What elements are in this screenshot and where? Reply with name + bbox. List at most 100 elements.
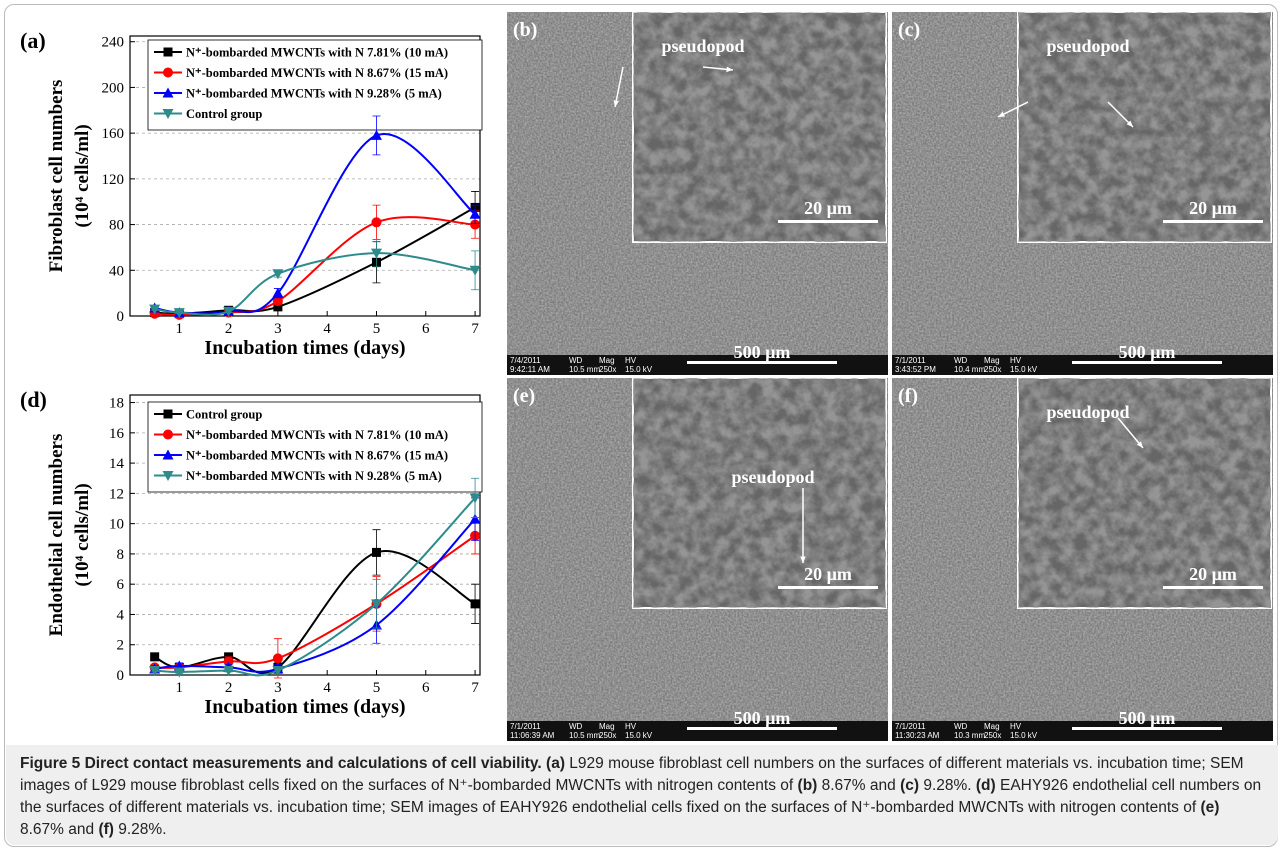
marker: [223, 665, 235, 676]
x-tick-label: 7: [471, 680, 479, 696]
arrow: [1117, 417, 1144, 449]
info-text: 11:30:23 AM: [895, 731, 940, 740]
series-line: [154, 534, 476, 669]
panel-label: (d): [20, 387, 47, 412]
y-axis-label: (10⁴ cells/ml): [72, 124, 93, 227]
marker: [371, 217, 382, 228]
marker: [149, 304, 161, 315]
scale-label: 500 µm: [1119, 342, 1176, 362]
x-tick-label: 2: [225, 680, 233, 696]
caption-text: 8.67% and: [817, 777, 901, 794]
arrow: [614, 66, 624, 108]
marker: [163, 67, 173, 78]
marker: [272, 287, 284, 298]
marker: [223, 306, 235, 317]
marker: [273, 302, 283, 312]
legend-box: [147, 401, 483, 493]
scale-bar: [687, 361, 837, 364]
inset-scale-label: 20 µm: [804, 564, 852, 584]
marker: [272, 665, 284, 676]
info-text: WD: [954, 722, 968, 731]
plot-frame: [129, 35, 481, 317]
legend-box: [147, 39, 483, 131]
panel-label: (a): [20, 28, 46, 53]
info-text: 3:43:52 PM: [895, 365, 936, 374]
inset-scale-bar: [778, 586, 878, 589]
caption-text: 8.67% and: [20, 821, 99, 838]
info-text: WD: [569, 722, 583, 731]
marker: [163, 429, 173, 440]
marker: [469, 265, 481, 276]
info-text: WD: [954, 356, 968, 365]
y-tick-label: 8: [117, 547, 125, 563]
info-text: 15.0 kV: [1010, 731, 1038, 740]
marker: [470, 219, 481, 230]
marker: [272, 269, 284, 280]
info-text: 10.5 mm: [569, 365, 600, 374]
info-text: 9:42:11 AM: [510, 365, 550, 374]
pseudopod-label: pseudopod: [1046, 402, 1129, 422]
x-axis-label: Incubation times (days): [204, 696, 405, 718]
legend-label: N⁺-bombarded MWCNTs with N 7.81% (10 mA): [186, 428, 448, 442]
x-tick-label: 5: [373, 680, 381, 696]
y-axis-label: (10⁴ cells/ml): [72, 483, 93, 586]
legend-label: N⁺-bombarded MWCNTs with N 7.81% (10 mA): [186, 46, 448, 60]
scale-label: 500 µm: [734, 708, 791, 728]
info-text: 7/1/2011: [895, 356, 926, 365]
marker: [150, 652, 160, 662]
x-tick-label: 1: [176, 321, 184, 337]
caption-text: (e): [1200, 799, 1220, 816]
info-text: 7/1/2011: [510, 722, 541, 731]
info-text: 15.0 kV: [1010, 365, 1038, 374]
y-tick-label: 40: [109, 263, 124, 279]
x-axis-label: Incubation times (days): [204, 337, 405, 359]
scale-bar: [687, 727, 837, 730]
pseudopod-label: pseudopod: [1046, 36, 1129, 56]
marker: [162, 109, 174, 119]
y-axis-label: Fibroblast cell numbers: [46, 80, 67, 273]
y-tick-label: 80: [109, 218, 124, 234]
inset-texture: [1018, 378, 1271, 608]
marker: [162, 449, 174, 460]
marker: [162, 471, 174, 481]
image-label: (c): [898, 19, 920, 41]
frame: [4, 4, 1278, 847]
marker: [223, 656, 234, 667]
inset-scale-bar: [1163, 586, 1263, 589]
y-tick-label: 10: [109, 517, 124, 533]
pseudopod-label: pseudopod: [731, 467, 814, 487]
marker: [272, 653, 283, 664]
caption-text: (f): [98, 821, 114, 838]
info-text: 15.0 kV: [625, 365, 653, 374]
series-line: [154, 132, 476, 315]
info-text: Mag: [984, 722, 1000, 731]
inset-texture: [633, 12, 886, 242]
marker: [370, 129, 382, 140]
series-line: [154, 216, 476, 316]
info-text: 7/1/2011: [895, 722, 926, 731]
legend-label: Control group: [186, 107, 262, 121]
info-text: 250x: [599, 365, 616, 374]
y-tick-label: 200: [102, 80, 125, 96]
marker: [469, 208, 481, 219]
marker: [370, 599, 382, 610]
info-text: Mag: [599, 722, 615, 731]
info-text: 11:06:39 AM: [510, 731, 555, 740]
info-bar: [507, 355, 888, 375]
x-tick-label: 3: [274, 321, 282, 337]
scale-label: 500 µm: [734, 342, 791, 362]
legend-label: N⁺-bombarded MWCNTs with N 8.67% (15 mA): [186, 449, 448, 463]
inset-scale-label: 20 µm: [1189, 198, 1237, 218]
arrow-head: [613, 100, 619, 107]
x-tick-label: 7: [471, 321, 479, 337]
x-tick-label: 5: [373, 321, 381, 337]
marker: [272, 296, 283, 307]
image-label: (e): [513, 385, 535, 407]
image-label: (b): [513, 19, 537, 41]
marker: [173, 308, 185, 319]
caption-text: 9.28%.: [919, 777, 976, 794]
legend-label: Control group: [186, 408, 262, 422]
y-tick-label: 160: [102, 126, 125, 142]
info-bar: [507, 721, 888, 741]
